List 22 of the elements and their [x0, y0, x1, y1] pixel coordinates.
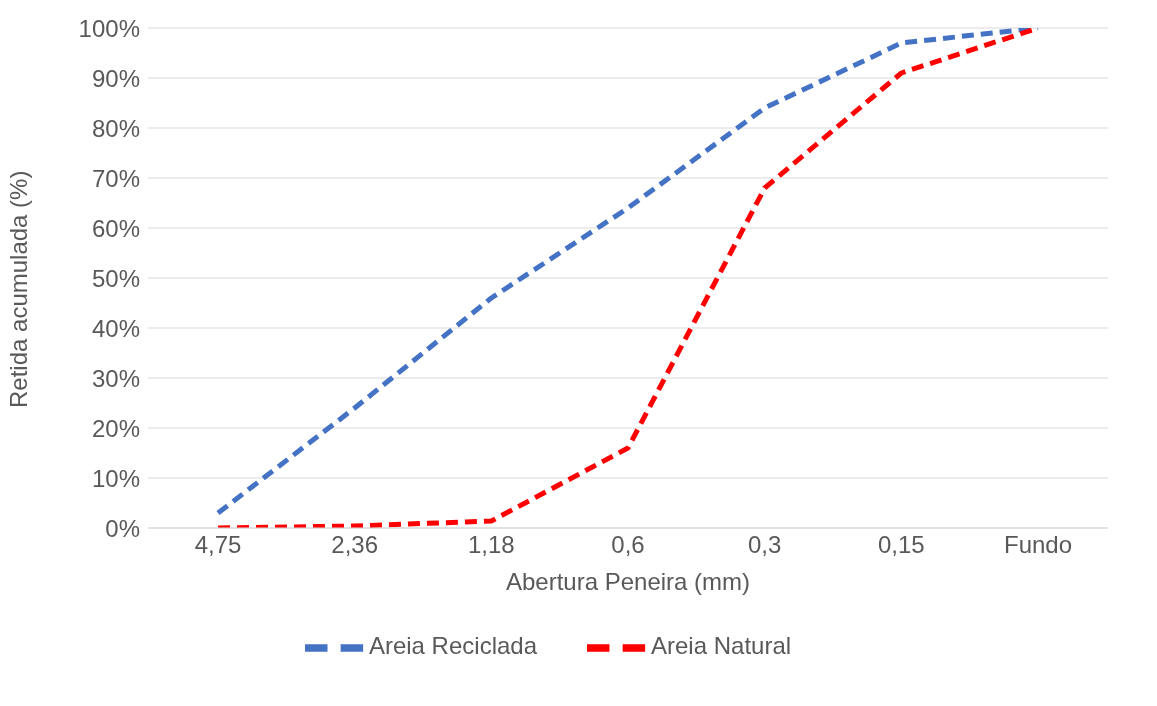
x-tick-label: 2,36 [331, 531, 379, 559]
y-tick-label: 80% [91, 114, 140, 142]
y-tick-label: 60% [91, 214, 140, 242]
y-tick-label: 0% [105, 514, 140, 542]
y-axis-title: Retida acumulada (%) [4, 170, 32, 408]
y-tick-label: 50% [91, 264, 140, 292]
x-tick-label: 0,15 [877, 531, 925, 559]
x-tick-label: 0,6 [611, 531, 645, 559]
x-tick-label: 4,75 [194, 531, 242, 559]
y-tick-label: 70% [91, 164, 140, 192]
y-tick-label: 10% [91, 464, 140, 492]
x-tick-label: Fundo [1003, 531, 1073, 559]
y-tick-label: 30% [91, 364, 140, 392]
y-tick-label: 40% [91, 314, 140, 342]
legend-label: Areia Natural [651, 632, 792, 660]
x-tick-label: 1,18 [467, 531, 515, 559]
x-tick-label: 0,3 [747, 531, 782, 559]
y-tick-label: 20% [91, 414, 140, 442]
y-tick-label: 100% [78, 14, 140, 42]
legend-label: Areia Reciclada [368, 632, 538, 660]
y-tick-label: 90% [91, 64, 140, 92]
x-axis-title: Abertura Peneira (mm) [505, 568, 751, 596]
